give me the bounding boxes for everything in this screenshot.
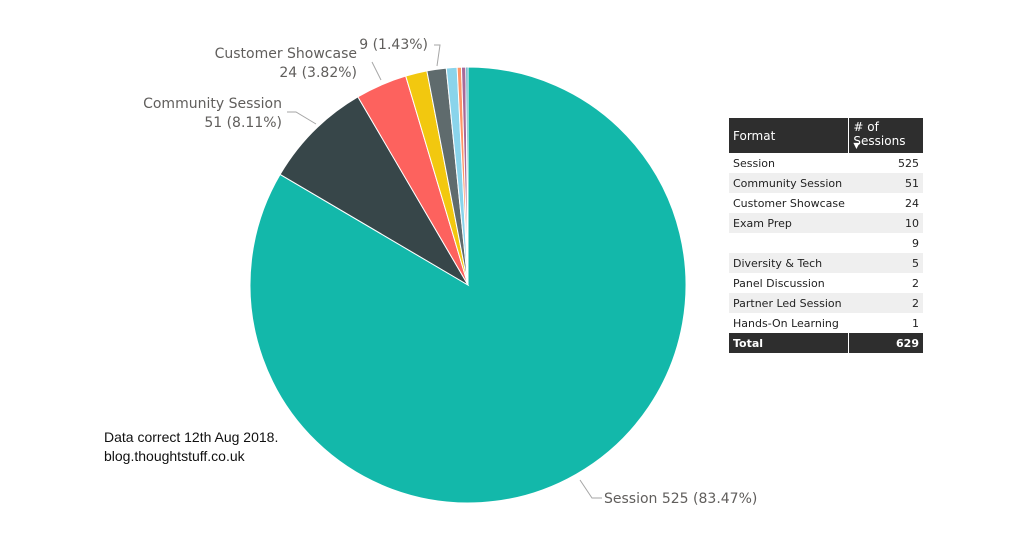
table-row: Community Session 51 [729,173,923,193]
leader-line-session [579,479,602,499]
cell-session-count: 2 [848,273,923,293]
data-label-community-value: 51 (8.11%) [204,115,282,131]
table-header-row: Format # of Sessions ▼ [729,118,923,153]
cell-format: Community Session [729,173,849,193]
data-label-session: Session 525 (83.47%) [604,491,757,507]
pie-slice-1[interactable] [279,96,470,287]
cell-format: Customer Showcase [729,193,849,213]
cell-session-count: 2 [848,293,923,313]
leader-line-showcase [371,61,382,81]
table-body: Session 525 Community Session 51 Customer Sh… [729,153,923,333]
sort-descending-icon[interactable]: ▼ [853,141,860,150]
sessions-table: Format # of Sessions ▼ Session 525 Communi… [729,118,923,353]
column-header-sessions-label: # of Sessions [853,119,906,148]
total-label: Total [729,333,849,353]
total-count: 629 [848,333,923,353]
cell-format: Hands-On Learning [729,313,849,333]
table-row: Exam Prep 10 [729,213,923,233]
leader-line-community [287,111,317,125]
table-row: Panel Discussion 2 [729,273,923,293]
column-header-format-label: Format [733,128,776,143]
cell-format: Exam Prep [729,213,849,233]
cell-session-count: 5 [848,253,923,273]
data-note-date: Data correct 12th Aug 2018. [104,429,279,445]
table-row: Diversity & Tech 5 [729,253,923,273]
cell-session-count: 1 [848,313,923,333]
data-note-source: blog.thoughtstuff.co.uk [104,448,245,464]
data-note: Data correct 12th Aug 2018. blog.thought… [104,428,278,466]
cell-format [729,233,849,253]
pie-slice-8[interactable] [465,66,469,286]
cell-session-count: 9 [848,233,923,253]
table-row: Customer Showcase 24 [729,193,923,213]
leader-lines [287,44,602,499]
cell-format: Panel Discussion [729,273,849,293]
table-total-row: Total 629 [729,333,923,353]
data-label-showcase-name: Customer Showcase [215,46,357,62]
data-label-blank: 9 (1.43%) [359,37,428,53]
cell-session-count: 525 [848,153,923,173]
data-label-showcase-value: 24 (3.82%) [279,65,357,81]
leader-line-blank [434,44,441,67]
table-row: 9 [729,233,923,253]
cell-format: Session [729,153,849,173]
pie-slices [249,66,687,504]
cell-session-count: 10 [848,213,923,233]
column-header-format[interactable]: Format [729,118,849,153]
cell-format: Partner Led Session [729,293,849,313]
data-label-community-name: Community Session [143,96,282,112]
cell-format: Diversity & Tech [729,253,849,273]
table-row: Partner Led Session 2 [729,293,923,313]
column-header-sessions[interactable]: # of Sessions ▼ [848,118,923,153]
table-row: Hands-On Learning 1 [729,313,923,333]
table-row: Session 525 [729,153,923,173]
cell-session-count: 51 [848,173,923,193]
cell-session-count: 24 [848,193,923,213]
